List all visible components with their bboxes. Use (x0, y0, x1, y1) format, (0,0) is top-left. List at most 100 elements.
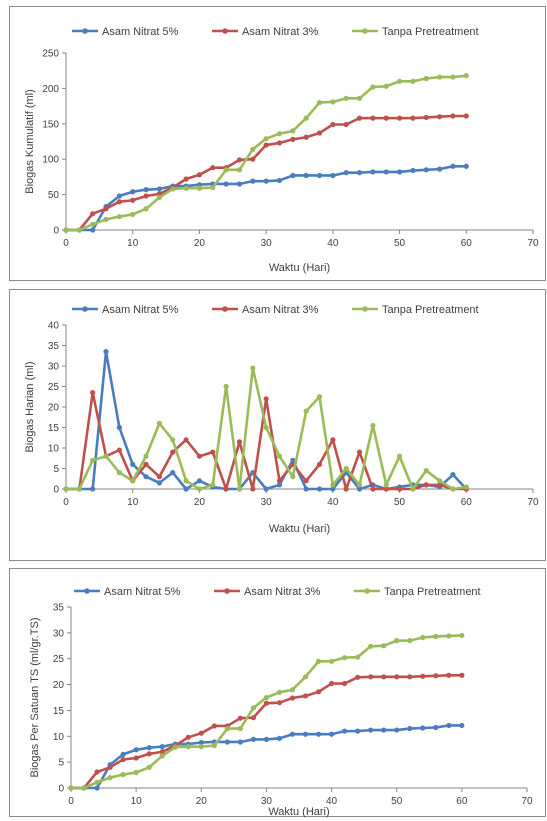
x-tick-label: 0 (68, 796, 74, 807)
data-point-asam-nitrat-3 (103, 206, 109, 212)
data-point-asam-nitrat-3 (370, 115, 376, 121)
data-point-asam-nitrat-3 (276, 700, 283, 706)
data-point-asam-nitrat-3 (290, 136, 296, 142)
data-point-asam-nitrat-5 (396, 169, 403, 175)
legend-swatch-marker (364, 588, 370, 594)
data-point-tanpa-pretreatment (463, 73, 469, 79)
y-tick-label: 5 (58, 758, 64, 769)
chart-cumulative: 0 50 100 150 200 250 0 10 20 30 40 50 60 70 Waktu (Har… (24, 26, 539, 274)
data-point-tanpa-pretreatment (343, 95, 349, 101)
data-point-tanpa-pretreatment (223, 383, 229, 390)
series-line-tanpa-pretreatment (71, 634, 462, 790)
data-point-asam-nitrat-3 (394, 674, 400, 680)
data-point-asam-nitrat-5 (394, 727, 400, 733)
data-point-asam-nitrat-5 (383, 169, 389, 175)
series-asam-nitrat-5 (63, 163, 469, 233)
x-tick-label: 40 (327, 238, 339, 249)
x-tick-label: 60 (461, 238, 473, 249)
data-point-tanpa-pretreatment (130, 211, 136, 218)
data-point-asam-nitrat-5 (263, 736, 270, 742)
data-point-tanpa-pretreatment (355, 654, 361, 660)
data-point-asam-nitrat-5 (290, 457, 296, 463)
x-tick-label: 60 (461, 497, 473, 508)
legend-label: Asam Nitrat 5% (104, 586, 181, 598)
data-point-asam-nitrat-3 (211, 723, 217, 729)
data-point-asam-nitrat-3 (263, 396, 269, 402)
x-tick-label: 30 (261, 497, 273, 508)
data-point-tanpa-pretreatment (170, 186, 176, 192)
data-point-asam-nitrat-5 (423, 167, 429, 173)
x-tick-label: 50 (391, 796, 403, 807)
x-tick-label: 20 (194, 497, 206, 508)
data-point-tanpa-pretreatment (250, 705, 256, 711)
x-axis-title: Waktu (Hari) (268, 806, 329, 818)
legend-item-tanpa-pretreatment: Tanpa Pretreatment (352, 304, 479, 316)
legend-label: Asam Nitrat 3% (242, 304, 319, 316)
data-point-asam-nitrat-5 (330, 486, 336, 492)
data-point-asam-nitrat-3 (263, 700, 270, 706)
data-point-tanpa-pretreatment (107, 775, 113, 781)
data-point-tanpa-pretreatment (94, 779, 100, 785)
series-asam-nitrat-5 (68, 722, 465, 791)
data-point-asam-nitrat-3 (355, 674, 361, 680)
data-point-tanpa-pretreatment (315, 658, 322, 664)
data-point-tanpa-pretreatment (263, 136, 269, 142)
data-point-asam-nitrat-3 (315, 689, 322, 695)
data-point-tanpa-pretreatment (81, 785, 87, 791)
data-point-asam-nitrat-3 (183, 176, 189, 182)
data-point-tanpa-pretreatment (68, 785, 74, 791)
data-point-asam-nitrat-5 (196, 478, 203, 484)
data-point-asam-nitrat-5 (170, 470, 176, 476)
data-point-tanpa-pretreatment (276, 131, 283, 137)
data-point-asam-nitrat-5 (116, 424, 122, 431)
data-point-tanpa-pretreatment (407, 638, 413, 644)
data-point-tanpa-pretreatment (223, 167, 229, 173)
legend-swatch-marker (82, 306, 88, 312)
data-point-tanpa-pretreatment (250, 146, 256, 152)
data-point-asam-nitrat-5 (276, 735, 283, 741)
x-tick-label: 30 (261, 796, 273, 807)
data-point-tanpa-pretreatment (316, 99, 323, 106)
data-point-tanpa-pretreatment (446, 633, 452, 639)
data-point-asam-nitrat-3 (303, 478, 309, 484)
data-point-asam-nitrat-3 (196, 453, 203, 459)
data-point-asam-nitrat-5 (356, 486, 363, 492)
data-point-tanpa-pretreatment (196, 185, 203, 191)
y-tick-label: 30 (48, 362, 60, 373)
chart-panel-per-ts: 0 5 10 15 20 25 30 35 0 10 20 30 40 50 60 70 Waktu (Hari… (9, 568, 546, 818)
data-point-tanpa-pretreatment (450, 486, 456, 492)
data-point-tanpa-pretreatment (356, 95, 363, 101)
data-point-asam-nitrat-5 (328, 731, 335, 737)
data-point-tanpa-pretreatment (396, 453, 403, 459)
data-point-tanpa-pretreatment (410, 78, 416, 84)
data-point-asam-nitrat-5 (368, 727, 374, 733)
data-point-tanpa-pretreatment (103, 216, 109, 222)
data-point-asam-nitrat-3 (170, 449, 176, 455)
data-point-asam-nitrat-3 (236, 439, 243, 445)
data-point-asam-nitrat-3 (383, 486, 389, 492)
data-point-tanpa-pretreatment (330, 99, 336, 105)
x-tick-label: 10 (127, 238, 139, 249)
data-point-tanpa-pretreatment (316, 394, 323, 400)
legend-swatch-marker (222, 306, 228, 312)
x-tick-label: 40 (326, 796, 338, 807)
data-point-tanpa-pretreatment (303, 115, 309, 121)
y-tick-label: 200 (42, 84, 59, 95)
data-point-asam-nitrat-3 (396, 486, 403, 492)
data-point-asam-nitrat-3 (183, 437, 189, 443)
y-tick-label: 5 (53, 464, 59, 475)
data-point-tanpa-pretreatment (437, 74, 443, 80)
data-point-tanpa-pretreatment (130, 478, 136, 484)
legend-swatch-marker (362, 306, 368, 312)
data-point-asam-nitrat-5 (90, 227, 96, 233)
data-point-asam-nitrat-5 (302, 731, 309, 737)
data-point-tanpa-pretreatment (289, 687, 296, 693)
data-point-asam-nitrat-5 (355, 728, 361, 734)
data-point-asam-nitrat-3 (90, 211, 96, 217)
data-point-asam-nitrat-5 (446, 722, 452, 729)
data-point-asam-nitrat-3 (383, 115, 389, 121)
data-point-asam-nitrat-5 (156, 186, 162, 192)
data-point-tanpa-pretreatment (394, 638, 400, 644)
data-point-tanpa-pretreatment (210, 482, 216, 488)
legend-label: Tanpa Pretreatment (382, 304, 479, 316)
